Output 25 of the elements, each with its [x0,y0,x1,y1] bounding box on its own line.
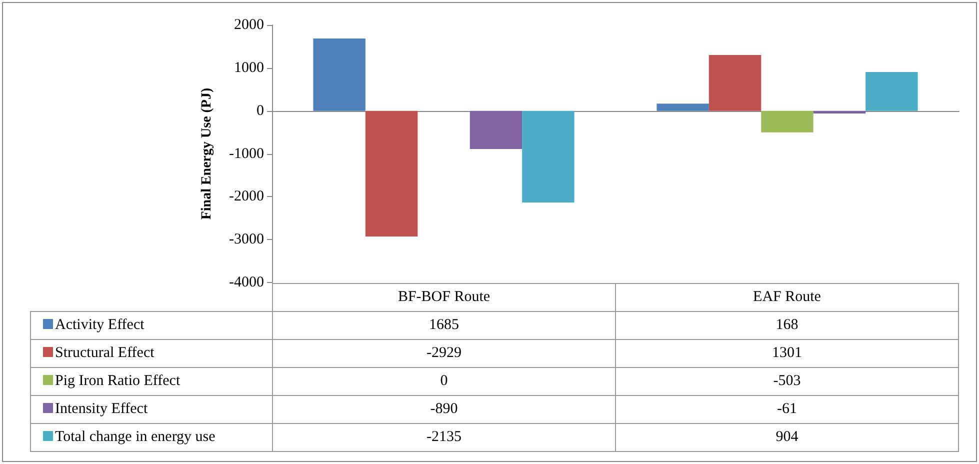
data-label: 1685 [272,312,616,340]
data-label: -2929 [272,340,616,368]
data-label: 904 [616,424,958,452]
legend-label: Structural Effect [30,340,272,368]
y-tick-label: -3000 [229,232,264,248]
data-label: -503 [616,368,958,396]
data-label: 1301 [616,340,958,368]
legend-label: Pig Iron Ratio Effect [30,368,272,396]
legend-label: Total change in energy use [30,424,272,452]
y-tick-label: 2000 [234,17,264,33]
y-axis-title: Final Energy Use (PJ) [200,88,214,220]
x-tick-label: EAF Route [616,284,958,312]
y-tick-label: 0 [256,102,264,119]
data-label: 168 [616,312,958,340]
x-tick-label: BF-BOF Route [272,284,616,312]
data-label: -2135 [272,424,616,452]
y-tick-label: -1000 [229,146,264,162]
data-label: -890 [272,396,616,424]
legend-label: Activity Effect [30,312,272,340]
data-label: 0 [272,368,616,396]
y-tick-label: 1000 [234,60,264,76]
y-tick-label: -2000 [229,188,264,205]
data-label: -61 [616,396,958,424]
y-tick-label: -4000 [229,274,264,290]
legend-label: Intensity Effect [30,396,272,424]
